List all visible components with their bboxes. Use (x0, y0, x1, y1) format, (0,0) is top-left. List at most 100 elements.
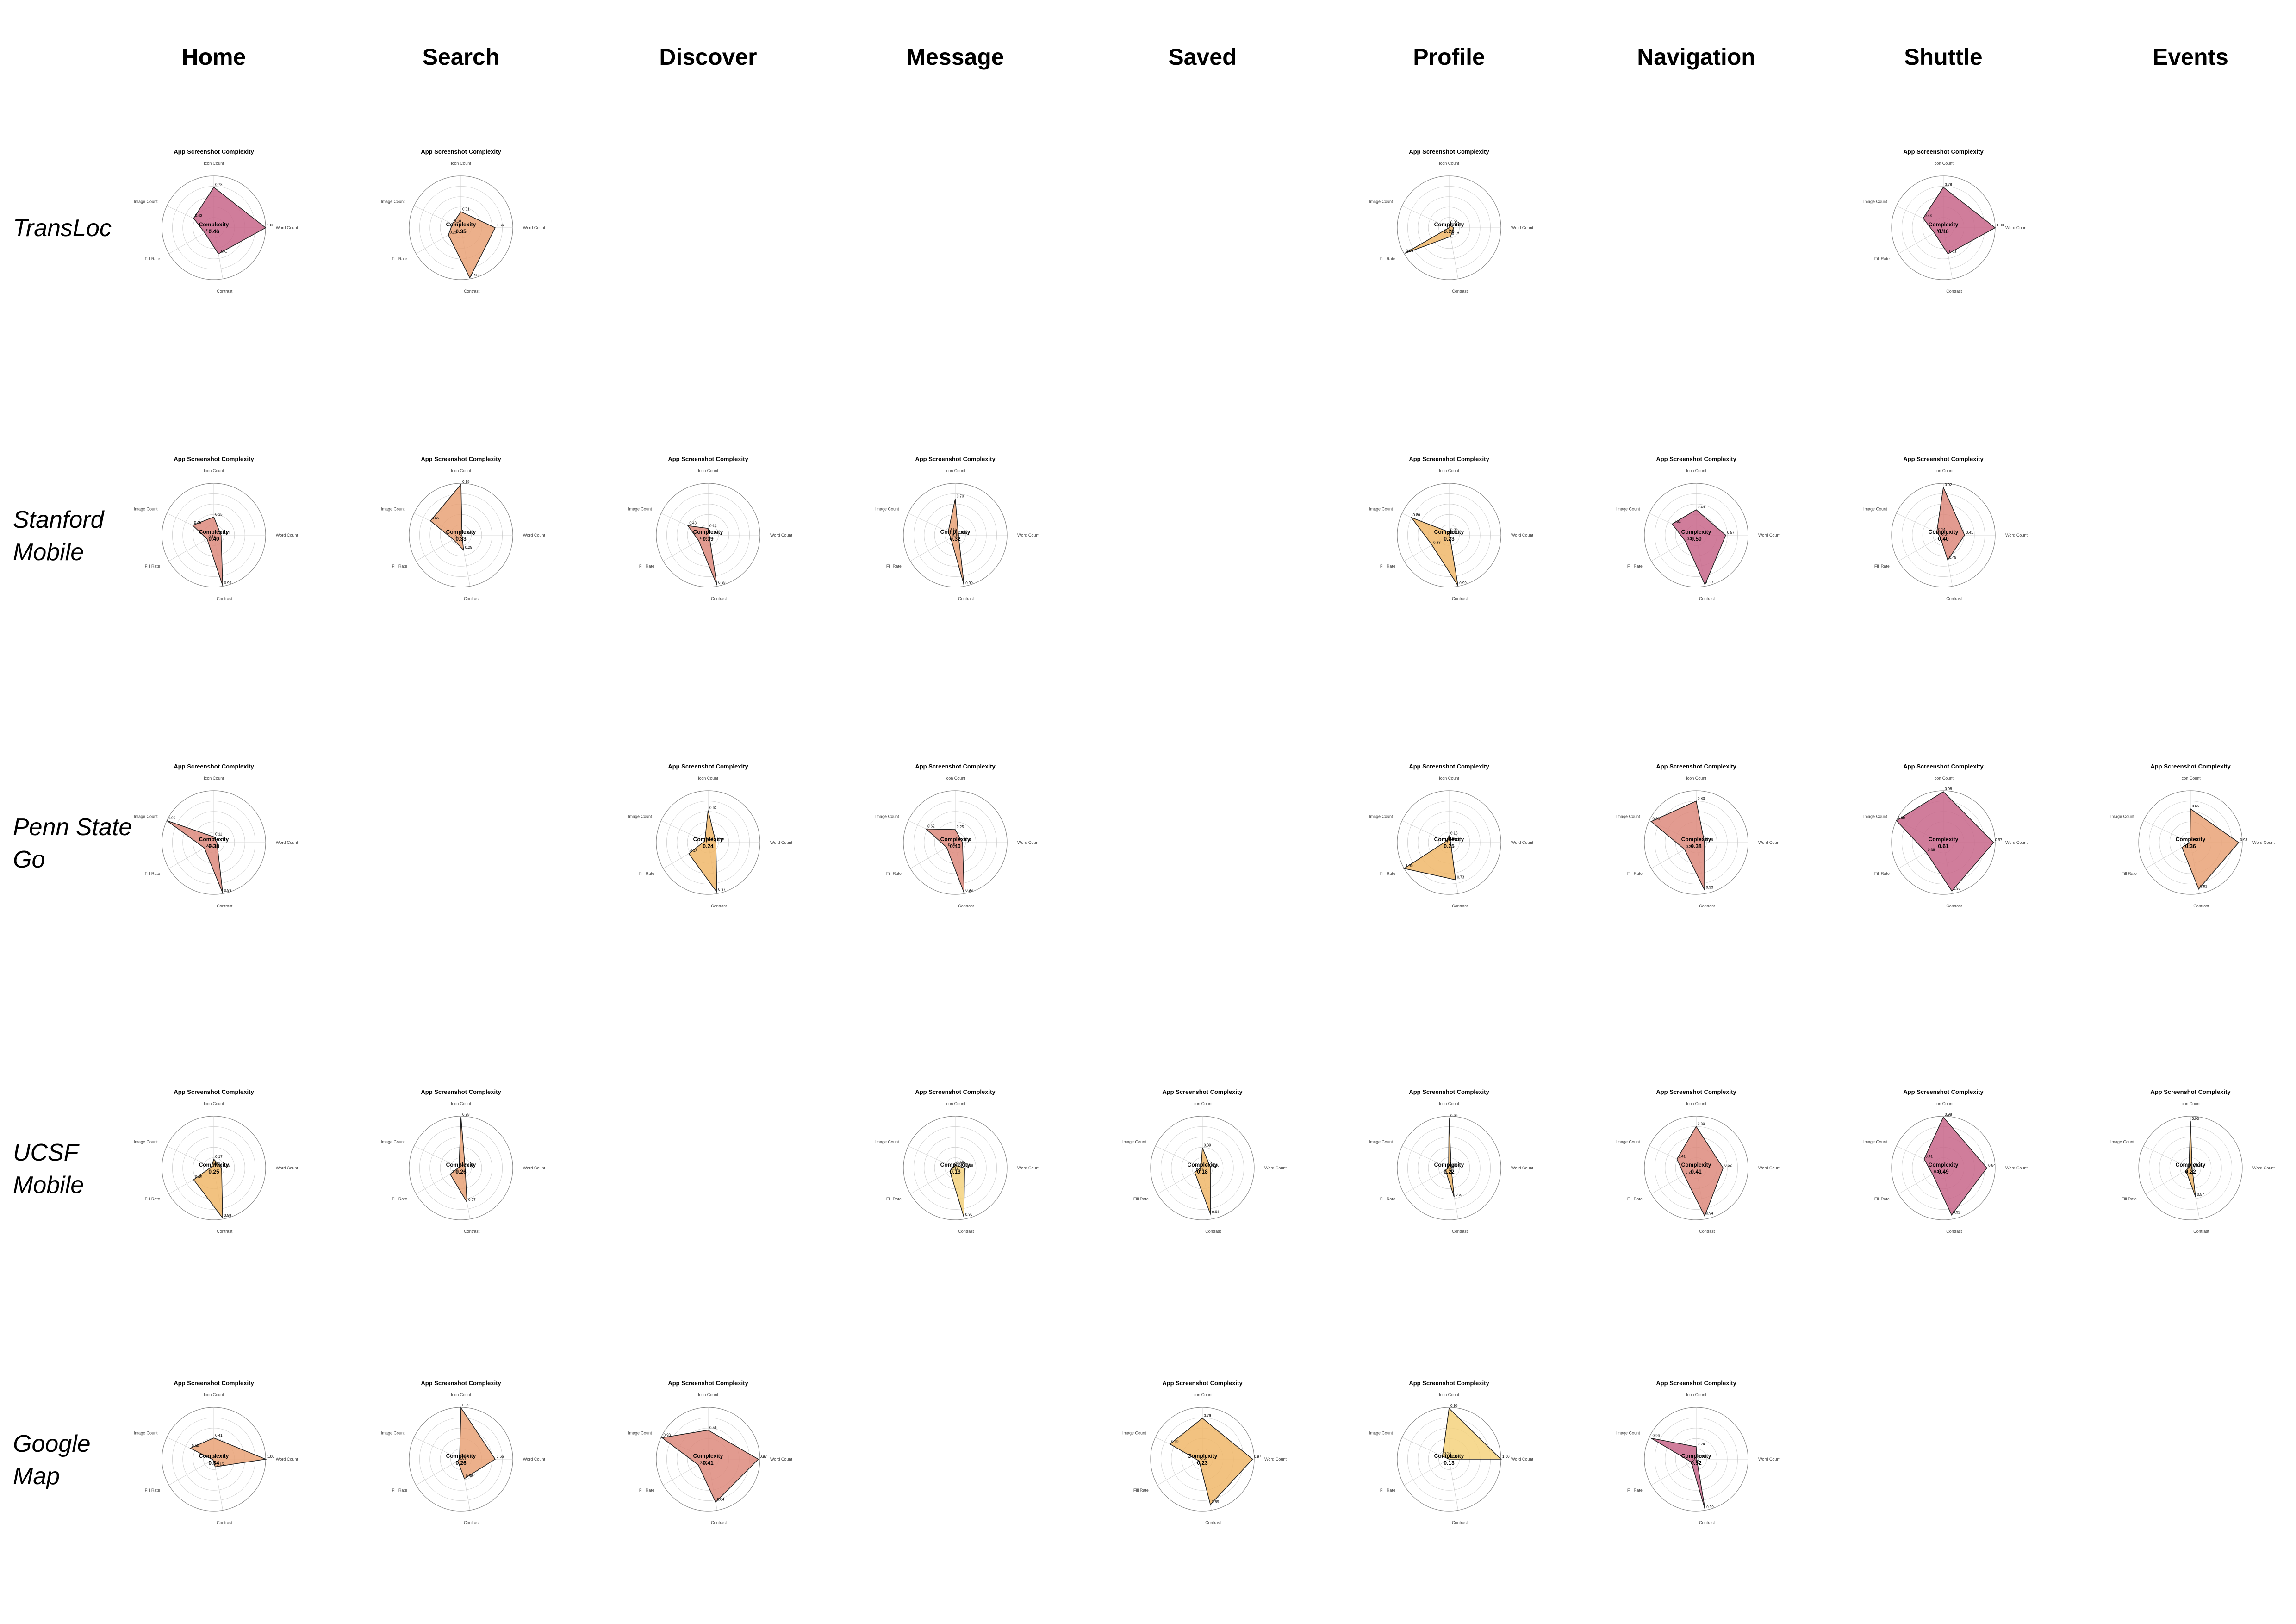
radar-polygon (688, 810, 717, 893)
axis-label: Word Count (523, 225, 545, 230)
value-label: 0.62 (709, 806, 717, 810)
axis-label: Icon Count (1933, 776, 1954, 781)
center-label: Complexity (199, 1453, 229, 1459)
axis-label: Image Count (1369, 1139, 1393, 1144)
complexity-score: 0.20 (1444, 228, 1455, 235)
value-label: 0.20 (1936, 228, 1943, 232)
value-label: 0.01 (1450, 1163, 1457, 1168)
complexity-score: 0.50 (1691, 536, 1702, 542)
complexity-score: 0.22 (1444, 1168, 1455, 1175)
axis-label: Word Count (1758, 1166, 1780, 1170)
axis-label: Fill Rate (1874, 871, 1890, 876)
radar-polygon (949, 1165, 965, 1218)
axis-label: Icon Count (1439, 1101, 1459, 1106)
axis-label: Image Count (628, 814, 652, 818)
value-label: 0.02 (463, 531, 471, 535)
value-label: 1.00 (1502, 1455, 1510, 1459)
axis-label: Word Count (1758, 533, 1780, 537)
value-label: 1.00 (168, 816, 175, 820)
radar-title: App Screenshot Complexity (1409, 456, 1489, 462)
axis-label: Icon Count (1933, 468, 1954, 473)
complexity-score: 0.40 (1938, 536, 1949, 542)
axis-label: Fill Rate (1874, 1197, 1890, 1201)
radar-title: App Screenshot Complexity (1656, 763, 1736, 770)
radar-spoke (1402, 820, 1450, 843)
complexity-score: 0.39 (703, 536, 714, 542)
radar-chart: App Screenshot Complexity Icon Count Word … (875, 763, 1039, 908)
value-label: 0.41 (215, 1433, 223, 1437)
axis-label: Word Count (523, 1166, 545, 1170)
value-label: 0.14 (1938, 527, 1946, 531)
radar-chart: App Screenshot Complexity Icon Count Word … (1863, 456, 2028, 601)
axis-label: Contrast (1452, 904, 1468, 908)
value-label: 0.03 (1452, 838, 1459, 842)
axis-label: Icon Count (1439, 468, 1459, 473)
axis-label: Fill Rate (886, 1197, 902, 1201)
value-label: 0.13 (1450, 831, 1458, 835)
value-label: 0.50 (192, 1443, 199, 1448)
center-label: Complexity (1681, 1453, 1711, 1459)
axis-label: Icon Count (1439, 1393, 1459, 1397)
value-label: 0.16 (1706, 838, 1713, 842)
value-label: 0.41 (1925, 1155, 1933, 1159)
axis-label: Fill Rate (2122, 1197, 2137, 1201)
axis-label: Contrast (1452, 596, 1468, 601)
radar-title: App Screenshot Complexity (1409, 1380, 1489, 1387)
radar-spoke (1651, 1459, 1697, 1486)
radar-spoke (2143, 820, 2191, 843)
axis-label: Fill Rate (1380, 256, 1395, 261)
center-label: Complexity (446, 1162, 476, 1168)
axis-label: Fill Rate (1380, 1488, 1395, 1493)
value-label: 0.41 (1966, 531, 1973, 535)
axis-label: Icon Count (698, 468, 718, 473)
radar-polygon (1404, 224, 1455, 254)
center-label: Complexity (940, 529, 971, 535)
axis-label: Icon Count (1686, 776, 1706, 781)
value-label: 0.97 (718, 887, 726, 892)
value-label: 1.00 (1406, 864, 1413, 868)
center-label: Complexity (1681, 529, 1711, 535)
value-label: 0.08 (1447, 1165, 1454, 1169)
axis-label: Image Count (1369, 199, 1393, 204)
row-header: Go (13, 846, 45, 873)
axis-label: Word Count (523, 1457, 545, 1462)
value-label: 0.98 (224, 1213, 231, 1218)
value-label: 0.19 (2184, 843, 2191, 847)
axis-label: Image Count (381, 1430, 405, 1435)
axis-label: Contrast (217, 596, 233, 601)
radar-spoke (1402, 206, 1450, 228)
value-label: 0.57 (1727, 531, 1735, 535)
axis-label: Image Count (1616, 814, 1640, 818)
axis-label: Icon Count (1192, 1101, 1213, 1106)
axis-label: Contrast (1205, 1520, 1221, 1525)
radar-spoke (167, 1146, 214, 1168)
value-label: 0.00 (1450, 223, 1458, 227)
axis-label: Icon Count (451, 1393, 471, 1397)
value-label: 0.99 (965, 888, 973, 893)
radar-title: App Screenshot Complexity (915, 763, 996, 770)
value-label: 1.00 (1997, 223, 2004, 227)
radar-title: App Screenshot Complexity (421, 1380, 501, 1387)
axis-label: Contrast (1452, 1229, 1468, 1234)
axis-label: Fill Rate (2122, 871, 2137, 876)
radar-polygon (1445, 1118, 1455, 1198)
center-label: Complexity (1188, 1162, 1218, 1168)
radar-spoke (416, 1459, 461, 1486)
value-label: 0.01 (2191, 838, 2199, 842)
center-label: Complexity (1929, 221, 1959, 228)
value-label: 0.38 (1433, 540, 1441, 544)
radar-spoke (414, 1437, 461, 1460)
value-label: 0.35 (215, 512, 223, 517)
complexity-score: 0.24 (703, 843, 714, 849)
axis-label: Word Count (1511, 1166, 1533, 1170)
axis-label: Icon Count (1439, 161, 1459, 166)
axis-label: Image Count (1369, 1430, 1393, 1435)
axis-label: Icon Count (945, 1101, 965, 1106)
value-label: 0.66 (497, 223, 504, 227)
center-label: Complexity (199, 221, 229, 228)
radar-chart: App Screenshot Complexity Icon Count Word … (628, 763, 792, 908)
axis-label: Contrast (464, 596, 480, 601)
complexity-score: 0.26 (455, 1460, 467, 1466)
axis-label: Image Count (1369, 814, 1393, 818)
